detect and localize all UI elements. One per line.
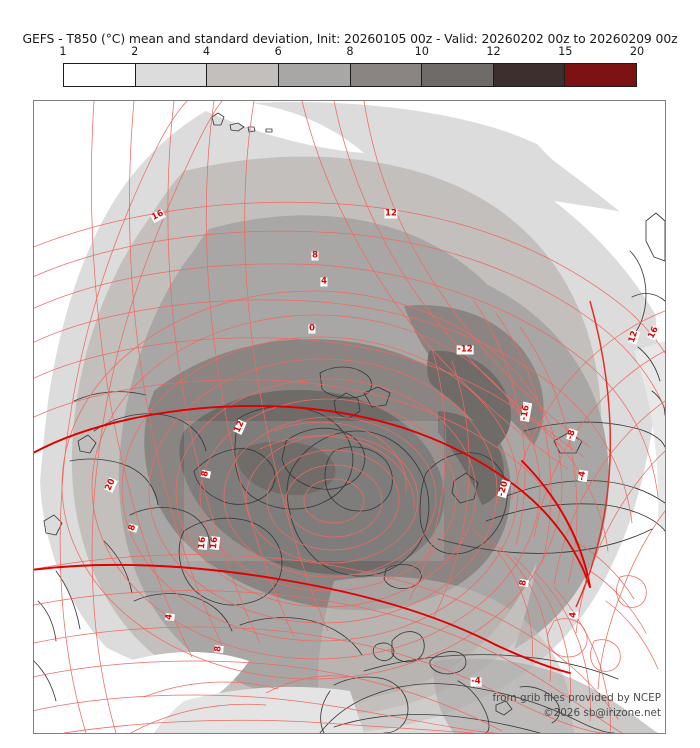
contour-label: 4 — [320, 276, 328, 287]
stddev-shading — [34, 101, 665, 733]
colorbar-tick-labels: 1 2 4 6 8 10 12 15 20 — [59, 45, 644, 61]
zero-contour — [34, 405, 591, 674]
colorbar-tick-1: 1 — [59, 45, 67, 58]
contour-label: 8 — [213, 644, 224, 654]
map-plot-area: 1612840-121612-1212-16-8-20-420881616844… — [33, 100, 666, 734]
colorbar-tick-10: 10 — [414, 45, 429, 58]
colorbar-tick-8: 8 — [346, 45, 354, 58]
colorbar-segment-8-10 — [349, 64, 422, 86]
contour-label: 4 — [568, 611, 579, 619]
contour-label: 8 — [199, 469, 212, 479]
map-svg — [34, 101, 665, 733]
colorbar-segment-6-8 — [277, 64, 350, 86]
page-title: GEFS - T850 (°C) mean and standard devia… — [22, 31, 678, 46]
contour-label: 0 — [308, 323, 316, 334]
colorbar-segment-1-2 — [64, 64, 135, 86]
emphasised-contour-ne — [575, 300, 612, 608]
colorbar: 1 2 4 6 8 10 12 15 20 — [59, 45, 644, 87]
contour-label: 4 — [164, 612, 175, 622]
contour-label: -12 — [456, 344, 474, 355]
colorbar-tick-12: 12 — [486, 45, 501, 58]
contour-label: 16 — [208, 535, 221, 551]
colorbar-segment-12-15 — [492, 64, 565, 86]
contour-label: 16 — [196, 535, 209, 551]
map-content — [34, 101, 665, 733]
shading-texture — [184, 421, 444, 561]
colorbar-segment-4-6 — [206, 64, 278, 86]
contour-label: 12 — [384, 208, 398, 219]
colorbar-segment-10-12 — [421, 64, 493, 86]
mean-temperature-contours — [34, 101, 665, 733]
source-watermark: from grib files provided by NCEP — [492, 692, 661, 704]
colorbar-tick-20: 20 — [629, 45, 645, 58]
colorbar-segment-15-20 — [564, 64, 636, 86]
colorbar-tick-4: 4 — [202, 45, 211, 58]
contour-label: 8 — [311, 250, 319, 261]
copyright-watermark: ©2026 sb@irizone.net — [543, 707, 661, 719]
colorbar-tick-2: 2 — [131, 45, 139, 58]
contour-label: 8 — [518, 578, 530, 588]
contour-label: -4 — [576, 470, 589, 482]
colorbar-segment-2-4 — [134, 64, 207, 86]
contour-label: -4 — [470, 676, 482, 687]
colorbar-tick-15: 15 — [558, 45, 573, 58]
colorbar-segments — [63, 63, 637, 87]
colorbar-tick-6: 6 — [274, 45, 282, 58]
